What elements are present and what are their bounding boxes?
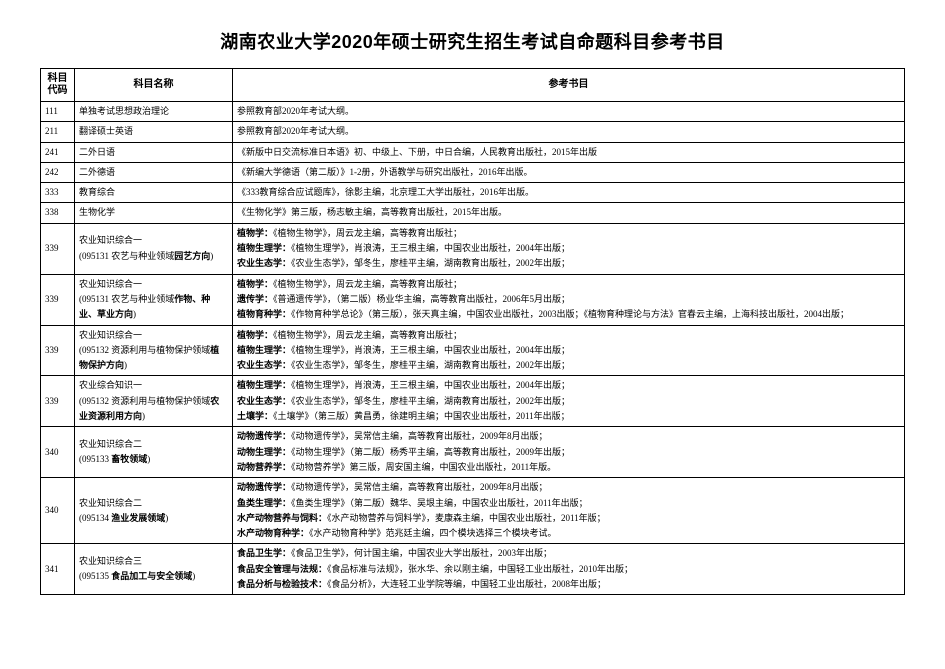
cell-references: 植物学：《植物生物学》，周云龙主编，高等教育出版社；遗传学：《普通遗传学》，（第… — [233, 274, 905, 325]
cell-references: 《新版中日交流标准日本语》初、中级上、下册，中日合编，人民教育出版社，2015年… — [233, 142, 905, 162]
cell-subject-name: 农业知识综合三(095135 食品加工与安全领域) — [75, 544, 233, 595]
cell-references: 《生物化学》第三版，杨志敏主编，高等教育出版社，2015年出版。 — [233, 203, 905, 223]
cell-code: 339 — [41, 274, 75, 325]
table-row: 339农业知识综合一(095132 资源利用与植物保护领域植物保护方向)植物学：… — [41, 325, 905, 376]
cell-subject-name: 二外德语 — [75, 162, 233, 182]
table-row: 340农业知识综合二(095134 渔业发展领域)动物遗传学：《动物遗传学》，吴… — [41, 478, 905, 544]
table-row: 111单独考试思想政治理论参照教育部2020年考试大纲。 — [41, 102, 905, 122]
cell-references: 参照教育部2020年考试大纲。 — [233, 122, 905, 142]
table-row: 339农业知识综合一(095131 农艺与种业领域作物、种业、草业方向)植物学：… — [41, 274, 905, 325]
cell-code: 333 — [41, 183, 75, 203]
cell-subject-name: 农业知识综合一(095131 农艺与种业领域园艺方向) — [75, 223, 233, 274]
cell-references: 动物遗传学：《动物遗传学》，吴常信主编，高等教育出版社，2009年8月出版；动物… — [233, 427, 905, 478]
cell-references: 食品卫生学：《食品卫生学》，何计国主编，中国农业大学出版社，2003年出版；食品… — [233, 544, 905, 595]
table-row: 211翻译硕士英语参照教育部2020年考试大纲。 — [41, 122, 905, 142]
cell-subject-name: 二外日语 — [75, 142, 233, 162]
cell-code: 211 — [41, 122, 75, 142]
cell-references: 植物生理学：《植物生理学》，肖浪涛，王三根主编，中国农业出版社，2004年出版；… — [233, 376, 905, 427]
cell-subject-name: 农业综合知识一(095132 资源利用与植物保护领域农业资源利用方向) — [75, 376, 233, 427]
cell-subject-name: 农业知识综合一(095132 资源利用与植物保护领域植物保护方向) — [75, 325, 233, 376]
table-row: 242二外德语《新编大学德语（第二版）》1-2册，外语教学与研究出版社，2016… — [41, 162, 905, 182]
col-header-name: 科目名称 — [75, 69, 233, 102]
table-row: 338生物化学《生物化学》第三版，杨志敏主编，高等教育出版社，2015年出版。 — [41, 203, 905, 223]
table-row: 341农业知识综合三(095135 食品加工与安全领域)食品卫生学：《食品卫生学… — [41, 544, 905, 595]
cell-code: 340 — [41, 427, 75, 478]
cell-references: 《333教育综合应试题库》，徐影主编，北京理工大学出版社，2016年出版。 — [233, 183, 905, 203]
cell-subject-name: 农业知识综合二(095133 畜牧领域) — [75, 427, 233, 478]
col-header-code: 科目代码 — [41, 69, 75, 102]
cell-code: 340 — [41, 478, 75, 544]
cell-code: 339 — [41, 325, 75, 376]
cell-code: 241 — [41, 142, 75, 162]
page-title: 湖南农业大学2020年硕士研究生招生考试自命题科目参考书目 — [40, 28, 905, 54]
cell-references: 植物学：《植物生物学》，周云龙主编，高等教育出版社；植物生理学：《植物生理学》，… — [233, 325, 905, 376]
table-header-row: 科目代码 科目名称 参考书目 — [41, 69, 905, 102]
cell-references: 参照教育部2020年考试大纲。 — [233, 102, 905, 122]
table-row: 339农业综合知识一(095132 资源利用与植物保护领域农业资源利用方向)植物… — [41, 376, 905, 427]
cell-code: 338 — [41, 203, 75, 223]
cell-subject-name: 教育综合 — [75, 183, 233, 203]
cell-subject-name: 单独考试思想政治理论 — [75, 102, 233, 122]
cell-code: 341 — [41, 544, 75, 595]
cell-subject-name: 生物化学 — [75, 203, 233, 223]
cell-code: 111 — [41, 102, 75, 122]
table-body: 111单独考试思想政治理论参照教育部2020年考试大纲。211翻译硕士英语参照教… — [41, 102, 905, 595]
cell-code: 242 — [41, 162, 75, 182]
table-row: 333教育综合《333教育综合应试题库》，徐影主编，北京理工大学出版社，2016… — [41, 183, 905, 203]
cell-code: 339 — [41, 376, 75, 427]
table-row: 339农业知识综合一(095131 农艺与种业领域园艺方向)植物学：《植物生物学… — [41, 223, 905, 274]
cell-code: 339 — [41, 223, 75, 274]
cell-references: 植物学：《植物生物学》，周云龙主编，高等教育出版社；植物生理学：《植物生理学》，… — [233, 223, 905, 274]
cell-references: 《新编大学德语（第二版）》1-2册，外语教学与研究出版社，2016年出版。 — [233, 162, 905, 182]
table-row: 241二外日语《新版中日交流标准日本语》初、中级上、下册，中日合编，人民教育出版… — [41, 142, 905, 162]
cell-references: 动物遗传学：《动物遗传学》，吴常信主编，高等教育出版社，2009年8月出版；鱼类… — [233, 478, 905, 544]
cell-subject-name: 翻译硕士英语 — [75, 122, 233, 142]
col-header-ref: 参考书目 — [233, 69, 905, 102]
reference-table: 科目代码 科目名称 参考书目 111单独考试思想政治理论参照教育部2020年考试… — [40, 68, 905, 595]
cell-subject-name: 农业知识综合二(095134 渔业发展领域) — [75, 478, 233, 544]
table-row: 340农业知识综合二(095133 畜牧领域)动物遗传学：《动物遗传学》，吴常信… — [41, 427, 905, 478]
cell-subject-name: 农业知识综合一(095131 农艺与种业领域作物、种业、草业方向) — [75, 274, 233, 325]
document-page: 湖南农业大学2020年硕士研究生招生考试自命题科目参考书目 科目代码 科目名称 … — [0, 0, 945, 595]
